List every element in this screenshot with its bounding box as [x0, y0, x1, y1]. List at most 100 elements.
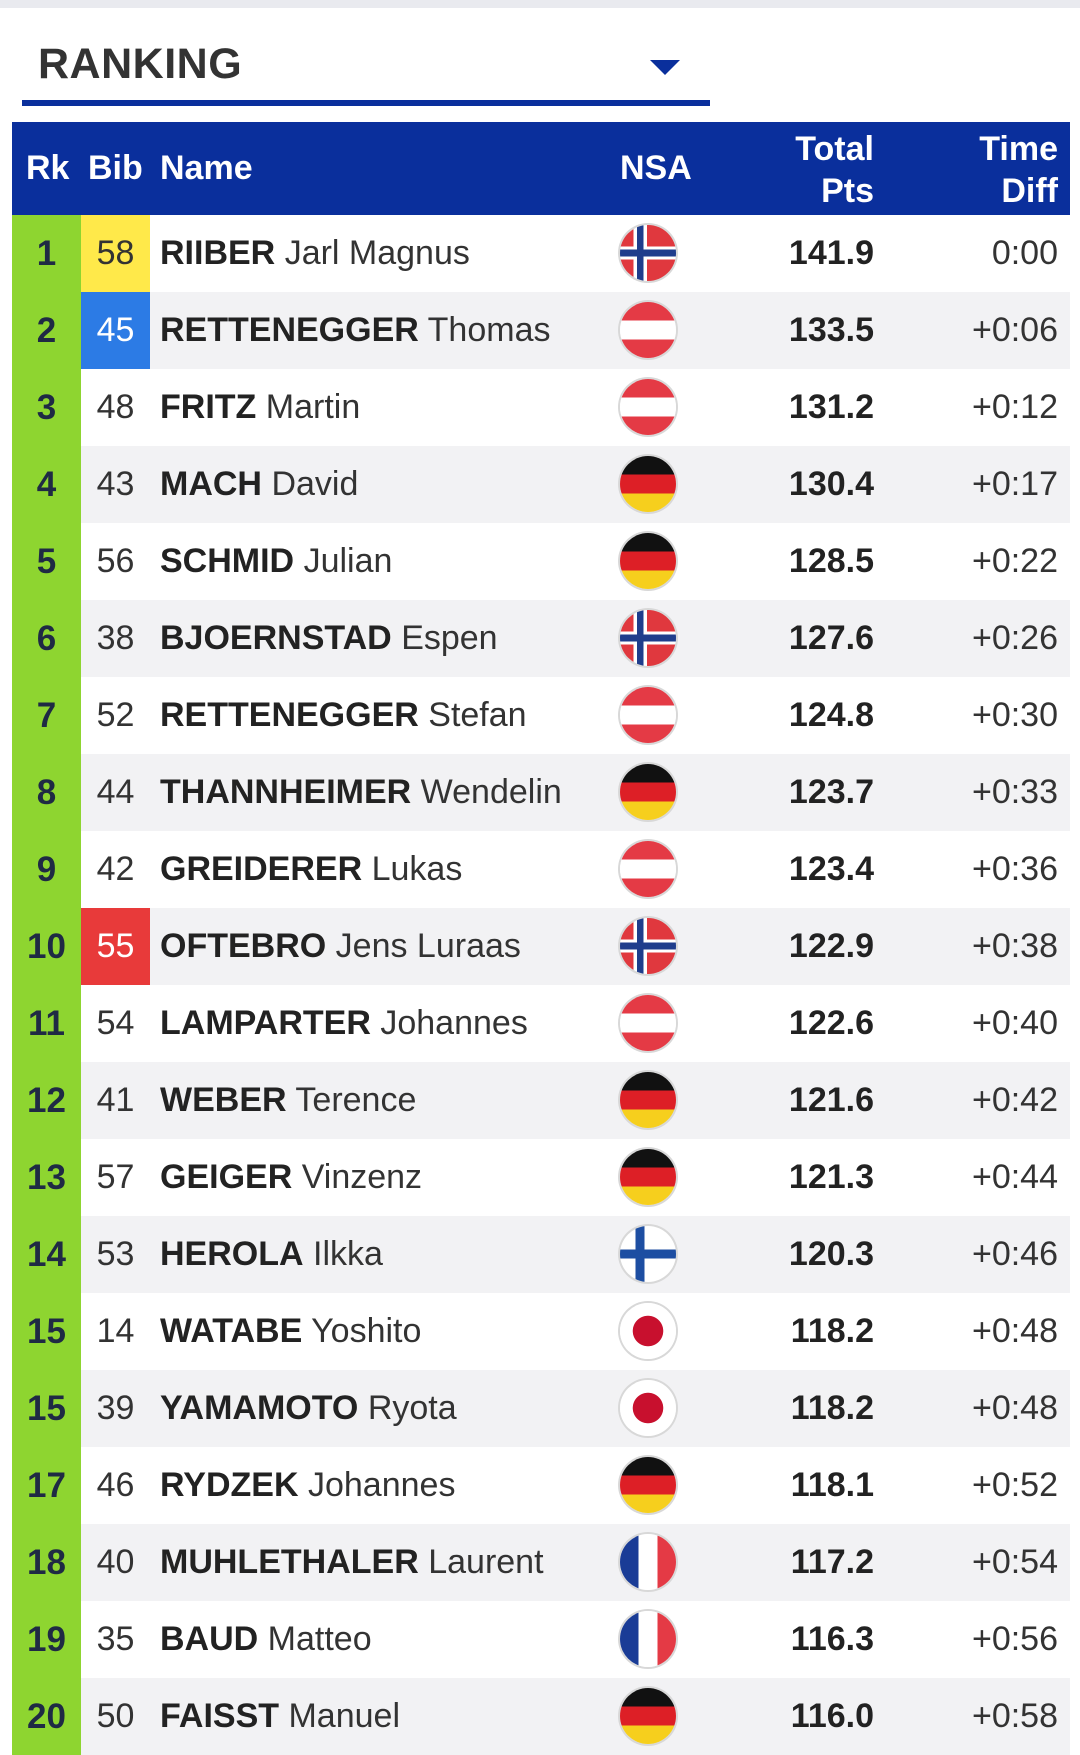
table-row[interactable]: 18 40 MUHLETHALER Laurent 117.2 +0:54 [12, 1524, 1070, 1601]
athlete-name[interactable]: GREIDERER Lukas [160, 831, 462, 908]
bib-cell: 48 [96, 388, 135, 426]
header-diff-line1: Time [979, 130, 1058, 168]
bib-cell: 58 [81, 215, 150, 292]
athlete-name[interactable]: HEROLA Ilkka [160, 1216, 383, 1293]
ger-flag-icon [620, 1072, 676, 1128]
athlete-last-name: BJOERNSTAD [160, 619, 392, 657]
column-header-time-diff[interactable]: Time Diff [979, 128, 1058, 212]
athlete-name[interactable]: BAUD Matteo [160, 1601, 372, 1678]
athlete-name[interactable]: FAISST Manuel [160, 1678, 400, 1755]
total-points: 121.6 [788, 1081, 874, 1119]
time-diff: +0:33 [971, 773, 1058, 811]
aut-flag-icon [620, 379, 676, 435]
rank-cell: 17 [12, 1447, 81, 1524]
time-diff: +0:42 [971, 1081, 1058, 1119]
bib-cell: 46 [96, 1466, 135, 1504]
total-points: 124.8 [788, 696, 874, 734]
athlete-name[interactable]: LAMPARTER Johannes [160, 985, 528, 1062]
table-row[interactable]: 13 57 GEIGER Vinzenz 121.3 +0:44 [12, 1139, 1070, 1216]
time-diff: +0:58 [971, 1697, 1058, 1735]
table-row[interactable]: 11 54 LAMPARTER Johannes 122.6 +0:40 [12, 985, 1070, 1062]
aut-flag-icon [620, 302, 676, 358]
rank-cell: 13 [12, 1139, 81, 1216]
bib-cell: 52 [96, 696, 135, 734]
time-diff: +0:48 [971, 1389, 1058, 1427]
table-row[interactable]: 3 48 FRITZ Martin 131.2 +0:12 [12, 369, 1070, 446]
athlete-name[interactable]: FRITZ Martin [160, 369, 360, 446]
rank-cell: 20 [12, 1678, 81, 1755]
athlete-last-name: YAMAMOTO [160, 1389, 359, 1427]
time-diff: +0:44 [971, 1158, 1058, 1196]
table-row[interactable]: 17 46 RYDZEK Johannes 118.1 +0:52 [12, 1447, 1070, 1524]
header-pts-line2: Pts [821, 172, 874, 210]
athlete-last-name: WEBER [160, 1081, 287, 1119]
table-row[interactable]: 15 14 WATABE Yoshito 118.2 +0:48 [12, 1293, 1070, 1370]
bib-cell: 40 [96, 1543, 135, 1581]
table-row[interactable]: 15 39 YAMAMOTO Ryota 118.2 +0:48 [12, 1370, 1070, 1447]
table-row[interactable]: 20 50 FAISST Manuel 116.0 +0:58 [12, 1678, 1070, 1755]
ranking-dropdown[interactable]: RANKING [22, 12, 710, 106]
table-row[interactable]: 4 43 MACH David 130.4 +0:17 [12, 446, 1070, 523]
athlete-name[interactable]: RIIBER Jarl Magnus [160, 215, 470, 292]
table-row[interactable]: 8 44 THANNHEIMER Wendelin 123.7 +0:33 [12, 754, 1070, 831]
ger-flag-icon [620, 1457, 676, 1513]
column-header-nsa[interactable]: NSA [620, 149, 692, 187]
rank-cell: 2 [12, 292, 81, 369]
table-row[interactable]: 12 41 WEBER Terence 121.6 +0:42 [12, 1062, 1070, 1139]
nor-flag-icon [620, 610, 676, 666]
athlete-name[interactable]: SCHMID Julian [160, 523, 392, 600]
table-row[interactable]: 7 52 RETTENEGGER Stefan 124.8 +0:30 [12, 677, 1070, 754]
rank-cell: 19 [12, 1601, 81, 1678]
athlete-name[interactable]: MUHLETHALER Laurent [160, 1524, 544, 1601]
athlete-name[interactable]: GEIGER Vinzenz [160, 1139, 422, 1216]
time-diff: +0:38 [971, 927, 1058, 965]
athlete-name[interactable]: OFTEBRO Jens Luraas [160, 908, 521, 985]
column-header-rk[interactable]: Rk [26, 149, 70, 187]
athlete-first-name: Julian [303, 542, 393, 580]
table-row[interactable]: 5 56 SCHMID Julian 128.5 +0:22 [12, 523, 1070, 600]
time-diff: +0:46 [971, 1235, 1058, 1273]
athlete-name[interactable]: THANNHEIMER Wendelin [160, 754, 562, 831]
column-header-bib[interactable]: Bib [88, 149, 143, 187]
dropdown-label: RANKING [38, 40, 243, 88]
bib-cell: 44 [96, 773, 135, 811]
time-diff: +0:17 [971, 465, 1058, 503]
athlete-last-name: MUHLETHALER [160, 1543, 419, 1581]
athlete-name[interactable]: MACH David [160, 446, 358, 523]
column-header-total-pts[interactable]: Total Pts [795, 128, 874, 212]
bib-cell: 43 [96, 465, 135, 503]
table-row[interactable]: 9 42 GREIDERER Lukas 123.4 +0:36 [12, 831, 1070, 908]
table-row[interactable]: 2 45 RETTENEGGER Thomas 133.5 +0:06 [12, 292, 1070, 369]
table-row[interactable]: 1 58 RIIBER Jarl Magnus 141.9 0:00 [12, 215, 1070, 292]
athlete-first-name: Stefan [428, 696, 527, 734]
column-header-name[interactable]: Name [160, 149, 253, 187]
table-row[interactable]: 19 35 BAUD Matteo 116.3 +0:56 [12, 1601, 1070, 1678]
athlete-name[interactable]: YAMAMOTO Ryota [160, 1370, 457, 1447]
results-table: Rk Bib Name NSA Total Pts Time Diff 1 58 RII… [12, 122, 1070, 1755]
athlete-name[interactable]: BJOERNSTAD Espen [160, 600, 498, 677]
total-points: 118.1 [790, 1466, 874, 1504]
athlete-name[interactable]: WATABE Yoshito [160, 1293, 421, 1370]
table-row[interactable]: 10 55 OFTEBRO Jens Luraas 122.9 +0:38 [12, 908, 1070, 985]
athlete-name[interactable]: WEBER Terence [160, 1062, 416, 1139]
athlete-last-name: RYDZEK [160, 1466, 299, 1504]
athlete-name[interactable]: RYDZEK Johannes [160, 1447, 455, 1524]
time-diff: +0:26 [971, 619, 1058, 657]
chevron-down-icon[interactable] [650, 60, 680, 75]
time-diff: +0:52 [971, 1466, 1058, 1504]
athlete-name[interactable]: RETTENEGGER Stefan [160, 677, 527, 754]
bib-cell: 45 [81, 292, 150, 369]
fra-flag-icon [620, 1534, 676, 1590]
athlete-first-name: Thomas [427, 311, 551, 349]
athlete-name[interactable]: RETTENEGGER Thomas [160, 292, 550, 369]
athlete-first-name: Manuel [288, 1697, 400, 1735]
athlete-last-name: GREIDERER [160, 850, 363, 888]
athlete-last-name: LAMPARTER [160, 1004, 371, 1042]
table-row[interactable]: 6 38 BJOERNSTAD Espen 127.6 +0:26 [12, 600, 1070, 677]
athlete-first-name: Matteo [267, 1620, 372, 1658]
table-row[interactable]: 14 53 HEROLA Ilkka 120.3 +0:46 [12, 1216, 1070, 1293]
time-diff: +0:40 [971, 1004, 1058, 1042]
athlete-last-name: RETTENEGGER [160, 311, 419, 349]
athlete-first-name: Ryota [367, 1389, 457, 1427]
rank-cell: 18 [12, 1524, 81, 1601]
